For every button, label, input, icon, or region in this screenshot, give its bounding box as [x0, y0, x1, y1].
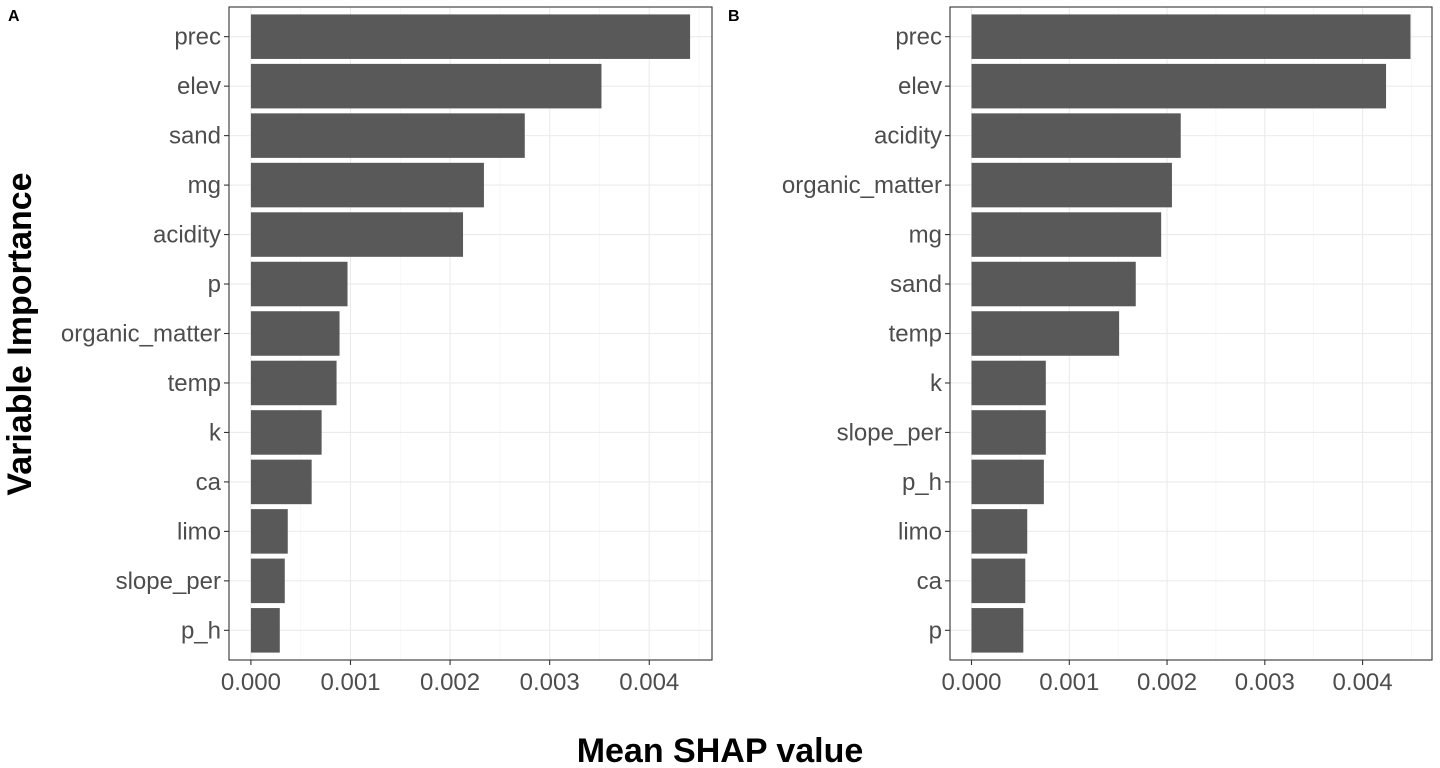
panel-letter: B	[728, 8, 740, 25]
y-tick-label: acidity	[153, 222, 221, 249]
y-tick-label: limo	[177, 518, 221, 545]
panel-letter: A	[8, 8, 20, 25]
bar-p_h	[250, 608, 280, 653]
bar-temp	[250, 360, 337, 406]
bar-acidity	[250, 212, 464, 257]
bar-ca	[250, 459, 312, 505]
y-tick-label: mg	[909, 222, 942, 249]
bar-organic_matter	[971, 162, 1172, 208]
y-tick-label: k	[930, 370, 943, 397]
x-tick-label: 0.001	[1039, 669, 1099, 696]
x-tick-label: 0.004	[1333, 669, 1393, 696]
y-tick-label: slope_per	[837, 419, 942, 446]
bar-sand	[971, 261, 1136, 307]
bar-p_h	[971, 459, 1044, 505]
bar-mg	[971, 212, 1162, 257]
y-tick-label: elev	[177, 73, 221, 100]
bar-elev	[971, 63, 1387, 109]
bar-limo	[250, 509, 288, 554]
x-tick-label: 0.003	[1235, 669, 1295, 696]
y-tick-label: sand	[890, 271, 942, 298]
bar-slope_per	[971, 410, 1046, 455]
y-tick-label: sand	[169, 123, 221, 150]
y-tick-label: mg	[188, 172, 221, 199]
y-tick-label: slope_per	[116, 568, 221, 595]
y-tick-label: temp	[889, 321, 942, 348]
bar-prec	[971, 14, 1411, 59]
bar-temp	[971, 311, 1120, 356]
x-tick-label: 0.002	[420, 669, 480, 696]
y-tick-label: limo	[898, 518, 942, 545]
y-tick-label: p_h	[902, 469, 942, 496]
x-tick-label: 0.000	[221, 669, 281, 696]
y-tick-label: p	[929, 617, 942, 644]
y-tick-label: prec	[174, 24, 221, 51]
y-tick-label: ca	[196, 469, 222, 496]
y-tick-label: p	[208, 271, 221, 298]
y-tick-label: organic_matter	[782, 172, 942, 199]
y-tick-label: elev	[898, 73, 942, 100]
x-tick-label: 0.004	[619, 669, 679, 696]
bar-elev	[250, 63, 602, 109]
y-tick-label: acidity	[874, 123, 942, 150]
y-tick-label: organic_matter	[61, 321, 221, 348]
bar-mg	[250, 162, 484, 208]
x-tick-label: 0.000	[941, 669, 1001, 696]
x-tick-label: 0.002	[1137, 669, 1197, 696]
bar-ca	[971, 558, 1026, 604]
bar-slope_per	[250, 558, 285, 604]
y-tick-label: temp	[168, 370, 221, 397]
x-tick-label: 0.001	[320, 669, 380, 696]
x-axis-title: Mean SHAP value	[577, 732, 864, 768]
y-tick-label: k	[209, 419, 222, 446]
y-tick-label: prec	[895, 24, 942, 51]
bar-acidity	[971, 113, 1181, 158]
bar-organic_matter	[250, 311, 340, 356]
y-tick-label: ca	[917, 568, 943, 595]
bar-p	[971, 608, 1024, 653]
bar-k	[250, 410, 322, 455]
bar-p	[250, 261, 348, 307]
bar-prec	[250, 14, 691, 59]
y-tick-label: p_h	[181, 617, 221, 644]
bar-sand	[250, 113, 525, 158]
x-tick-label: 0.003	[520, 669, 580, 696]
y-axis-title: Variable Importance	[1, 172, 39, 495]
bar-limo	[971, 509, 1028, 554]
bar-k	[971, 360, 1046, 406]
